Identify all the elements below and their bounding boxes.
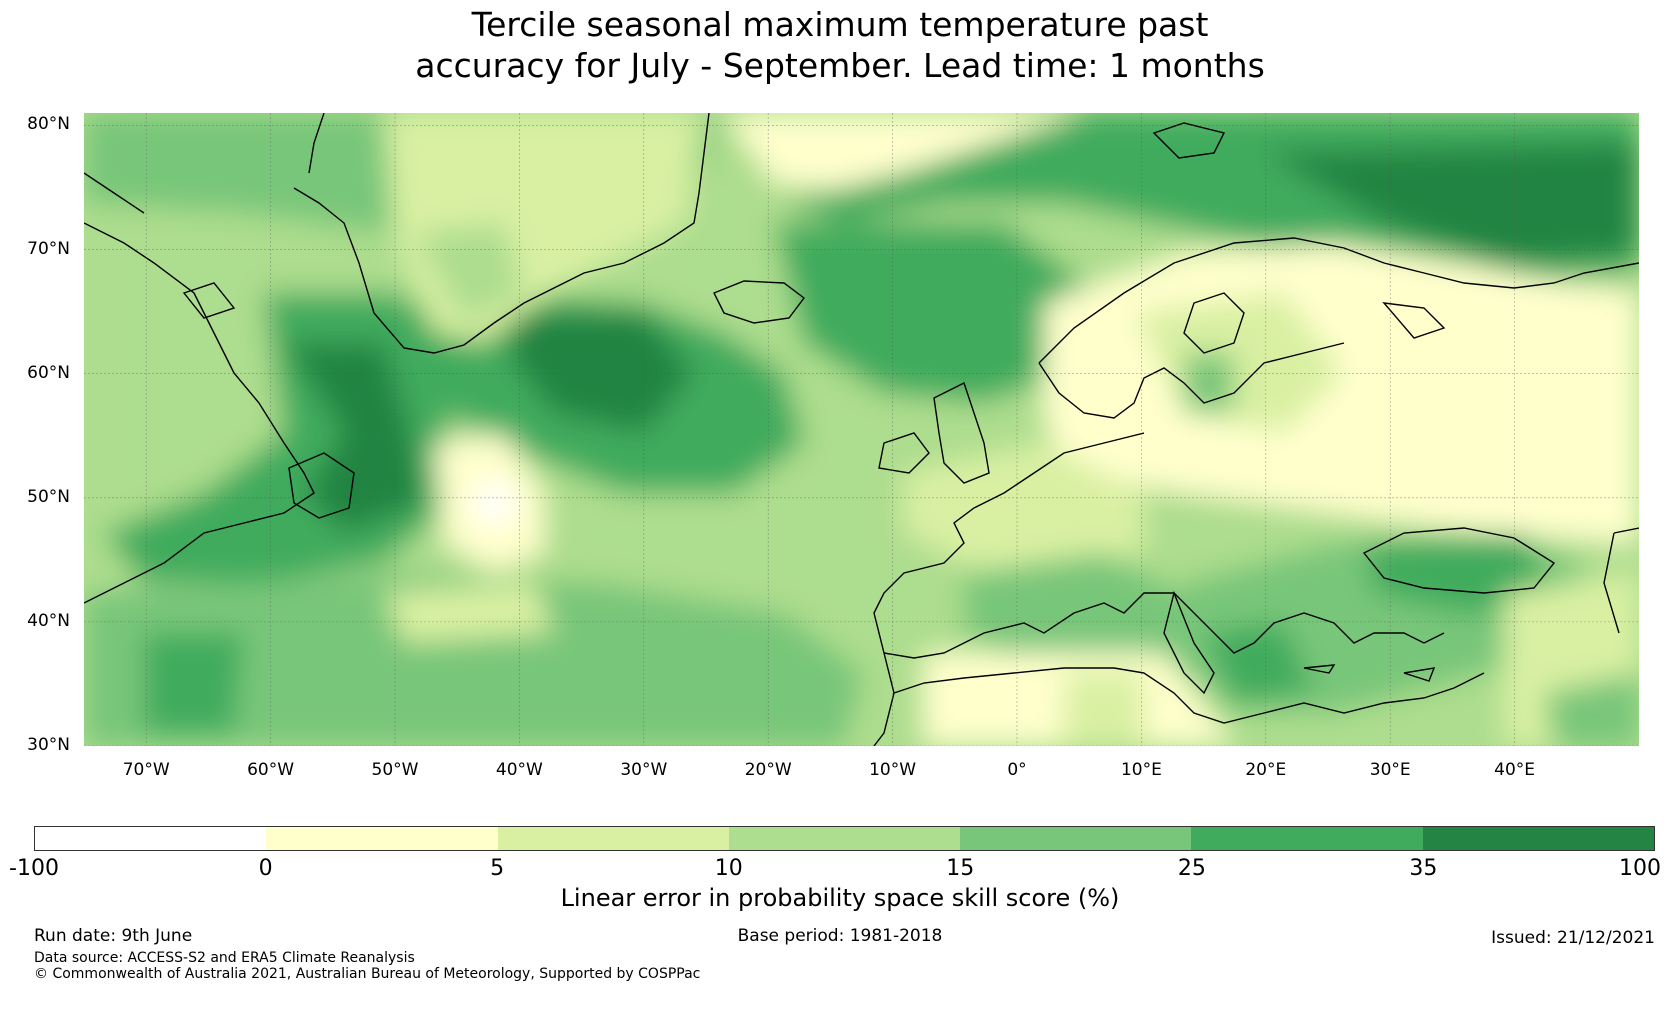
- skill-field: [84, 113, 1639, 746]
- colorbar-tick-label: 35: [1409, 856, 1438, 881]
- graticule: [84, 113, 1639, 746]
- colorbar: [34, 826, 1655, 851]
- map-canvas: [84, 113, 1639, 746]
- longitude-label: 30°W: [620, 760, 668, 780]
- longitude-label: 20°W: [744, 760, 792, 780]
- colorbar-tick-label: 25: [1177, 856, 1206, 881]
- colorbar-label: Linear error in probability space skill …: [560, 884, 1120, 912]
- copyright: © Commonwealth of Australia 2021, Austra…: [34, 966, 701, 982]
- latitude-label: 40°N: [27, 610, 70, 631]
- longitude-label: 10°W: [869, 760, 917, 780]
- base-period: Base period: 1981-2018: [737, 926, 943, 946]
- colorbar-segment: [266, 827, 498, 850]
- longitude-label: 10°E: [1120, 760, 1162, 780]
- coastlines: [84, 113, 1639, 746]
- map-title: Tercile seasonal maximum temperature pas…: [0, 4, 1680, 86]
- colorbar-segment: [35, 827, 267, 850]
- colorbar-tick-label: 15: [946, 856, 975, 881]
- colorbar-tick-label: 0: [258, 856, 273, 881]
- latitude-label: 50°N: [27, 486, 70, 507]
- title-line-2: accuracy for July - September. Lead time…: [415, 46, 1265, 85]
- colorbar-tick-label: 10: [714, 856, 743, 881]
- longitude-label: 0°: [1007, 760, 1027, 780]
- latitude-label: 80°N: [27, 114, 70, 135]
- colorbar-segment: [728, 827, 961, 850]
- longitude-label: 30°E: [1369, 760, 1411, 780]
- colorbar-tick-label: -100: [9, 856, 59, 881]
- latitude-label: 30°N: [27, 735, 70, 755]
- run-date: Run date: 9th June: [34, 926, 193, 946]
- longitude-label: 70°W: [122, 760, 170, 780]
- longitude-label: 50°W: [371, 760, 419, 780]
- title-line-1: Tercile seasonal maximum temperature pas…: [471, 5, 1209, 44]
- colorbar-segment: [497, 827, 729, 850]
- longitude-label: 40°W: [495, 760, 543, 780]
- colorbar-segment: [1191, 827, 1423, 850]
- colorbar-tick-label: 5: [490, 856, 505, 881]
- colorbar-segment: [1422, 827, 1654, 850]
- data-source: Data source: ACCESS-S2 and ERA5 Climate …: [34, 950, 415, 966]
- issued-date: Issued: 21/12/2021: [1491, 928, 1655, 948]
- colorbar-tick-label: 100: [1619, 856, 1661, 881]
- longitude-label: 20°E: [1245, 760, 1287, 780]
- skill-score-map: [84, 113, 1639, 746]
- latitude-label: 70°N: [27, 238, 70, 259]
- colorbar-segment: [960, 827, 1192, 850]
- longitude-label: 60°W: [247, 760, 295, 780]
- longitude-label: 40°E: [1494, 760, 1536, 780]
- latitude-label: 60°N: [27, 362, 70, 383]
